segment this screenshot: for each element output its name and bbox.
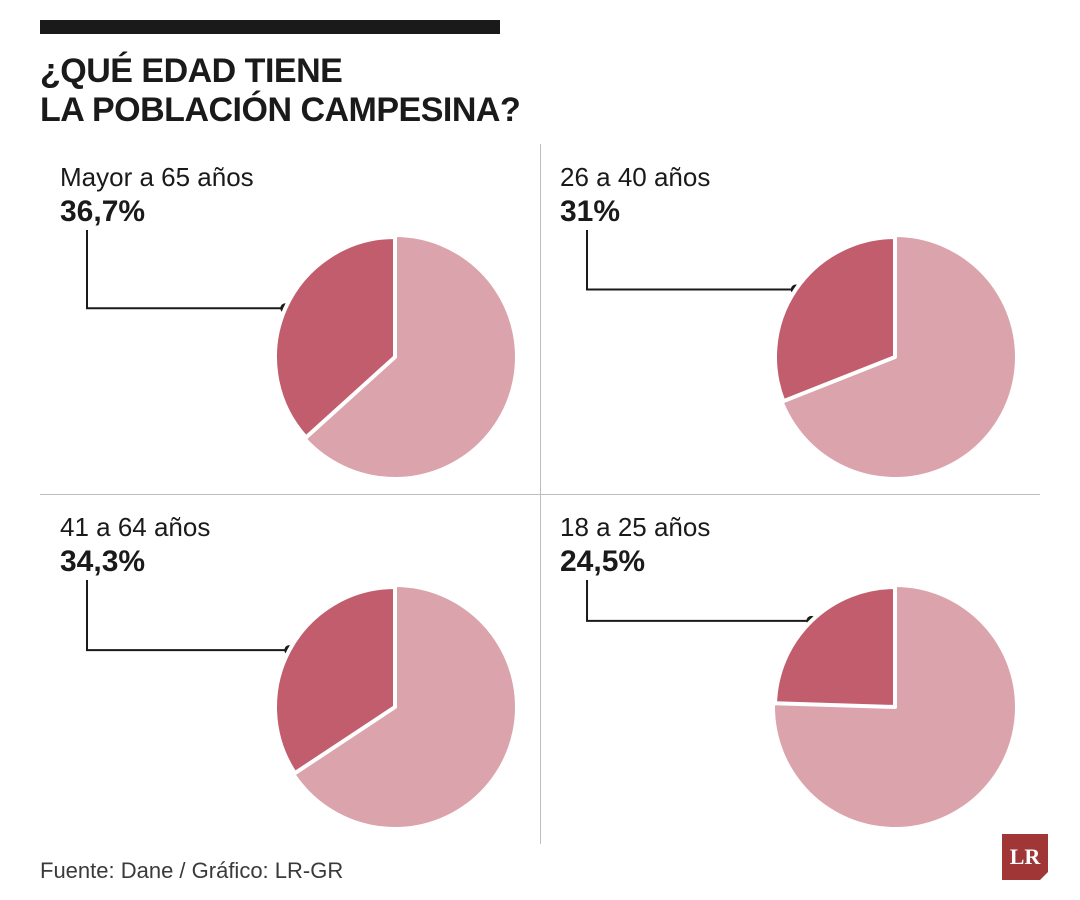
cell-value: 24,5% — [560, 545, 1020, 579]
chart-grid: Mayor a 65 años 36,7% 26 a 40 años 31% 4… — [40, 144, 1040, 844]
cell-value: 31% — [560, 195, 1020, 229]
pie-chart — [270, 582, 520, 832]
cell-label: 18 a 25 años — [560, 512, 1020, 543]
page-title: ¿QUÉ EDAD TIENE LA POBLACIÓN CAMPESINA? — [40, 52, 1040, 130]
pie-chart — [770, 582, 1020, 832]
leader-line — [86, 230, 295, 318]
title-line-1: ¿QUÉ EDAD TIENE — [40, 52, 342, 90]
source-text: Fuente: Dane / Gráfico: LR-GR — [40, 858, 343, 884]
top-accent-bar — [40, 20, 500, 34]
cell-value: 36,7% — [60, 195, 520, 229]
cell-2: 41 a 64 años 34,3% — [40, 494, 540, 844]
logo-text: LR — [1010, 844, 1042, 869]
title-line-2: LA POBLACIÓN CAMPESINA? — [40, 91, 520, 129]
cell-1: 26 a 40 años 31% — [540, 144, 1040, 494]
pie-chart — [270, 232, 520, 482]
cell-3: 18 a 25 años 24,5% — [540, 494, 1040, 844]
infographic-container: ¿QUÉ EDAD TIENE LA POBLACIÓN CAMPESINA? … — [0, 0, 1080, 900]
cell-value: 34,3% — [60, 545, 520, 579]
cell-label: 26 a 40 años — [560, 162, 1020, 193]
leader-line — [86, 580, 299, 660]
pie-chart — [770, 232, 1020, 482]
lr-logo: LR — [1000, 832, 1050, 882]
cell-label: Mayor a 65 años — [60, 162, 520, 193]
cell-0: Mayor a 65 años 36,7% — [40, 144, 540, 494]
cell-label: 41 a 64 años — [60, 512, 520, 543]
